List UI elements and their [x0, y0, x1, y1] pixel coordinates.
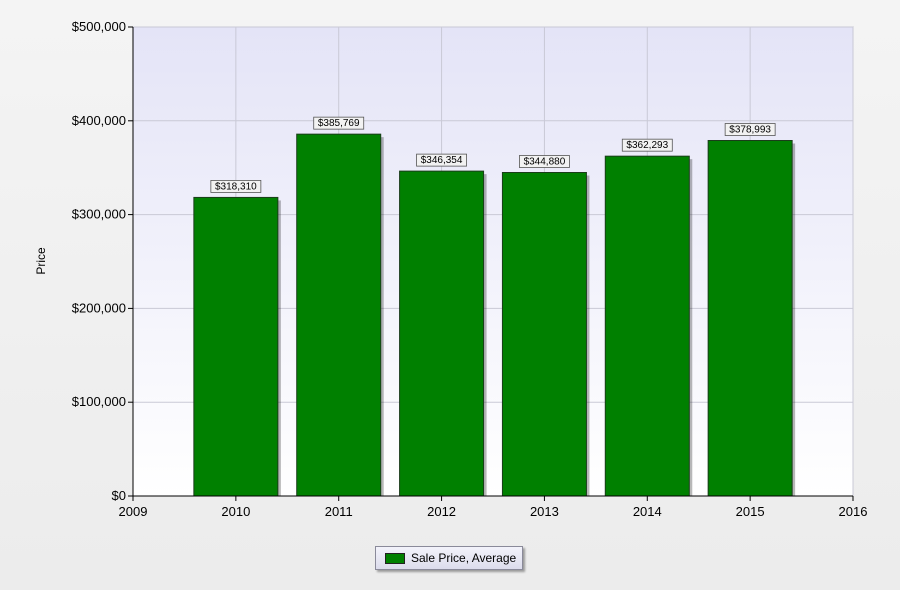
data-label: $346,354 — [416, 153, 467, 167]
bar — [296, 133, 382, 497]
bar — [707, 140, 793, 497]
data-label: $378,993 — [724, 123, 776, 136]
y-axis-title: Price — [34, 247, 48, 275]
y-axis-ticks: $0 $100,000 $200,000 $300,000 $400,000 $500,0… — [72, 19, 133, 503]
bar — [604, 155, 690, 497]
data-label: $362,293 — [621, 138, 673, 152]
bar — [399, 170, 485, 497]
x-tick-label: 2011 — [325, 504, 353, 519]
x-tick-label: 2016 — [839, 504, 868, 519]
data-label-box — [313, 116, 365, 130]
data-label-box — [724, 123, 776, 136]
data-label-text: $378,993 — [729, 125, 771, 136]
x-axis-ticks: 2009 2010 2011 2012 2013 2014 2015 2016 — [119, 496, 868, 519]
bars — [193, 133, 796, 497]
y-tick-label: $300,000 — [72, 207, 126, 222]
data-label: $385,769 — [313, 116, 365, 130]
legend-label: Sale Price, Average — [411, 551, 517, 565]
data-label-text: $344,880 — [524, 157, 566, 168]
y-tick-label: $400,000 — [72, 113, 126, 128]
bar — [501, 172, 587, 497]
legend: Sale Price, Average — [375, 546, 523, 570]
data-label-box — [416, 153, 467, 167]
data-label-text: $318,310 — [215, 181, 257, 192]
data-label-text: $362,293 — [626, 140, 668, 151]
y-tick-label: $100,000 — [72, 394, 126, 409]
x-tick-label: 2012 — [427, 504, 456, 519]
data-label: $344,880 — [519, 155, 570, 168]
x-tick-label: 2015 — [736, 504, 765, 519]
data-label-box — [519, 155, 570, 168]
x-tick-label: 2013 — [530, 504, 559, 519]
y-tick-label: $0 — [112, 488, 126, 503]
data-label: $318,310 — [210, 180, 262, 193]
bar — [193, 196, 279, 497]
data-label-text: $346,354 — [421, 155, 463, 166]
legend-swatch — [385, 552, 405, 564]
y-tick-label: $500,000 — [72, 19, 126, 34]
x-tick-label: 2009 — [119, 504, 148, 519]
x-tick-label: 2010 — [221, 504, 250, 519]
data-labels: $318,310 $385,769 $346,354 $344,880 $362,293… — [210, 116, 776, 193]
data-label-box — [621, 138, 673, 152]
axes — [132, 27, 853, 497]
x-tick-label: 2014 — [633, 504, 662, 519]
data-label-text: $385,769 — [318, 118, 360, 129]
y-tick-label: $200,000 — [72, 300, 126, 315]
data-label-box — [210, 180, 262, 193]
